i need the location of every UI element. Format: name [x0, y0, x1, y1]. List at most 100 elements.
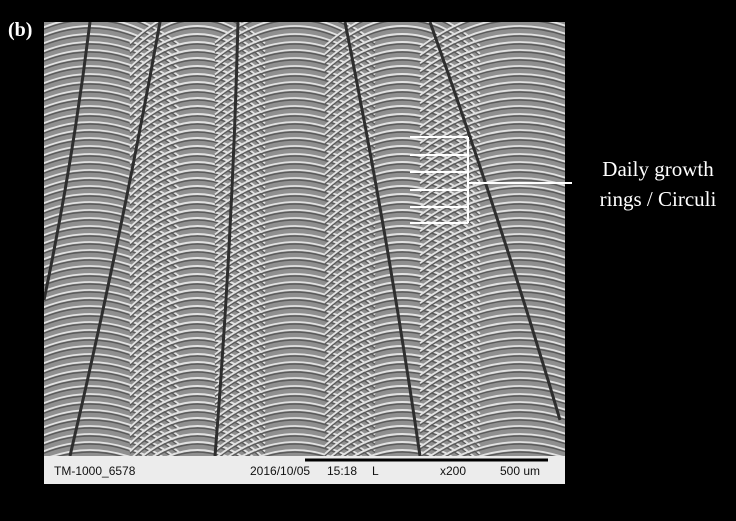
ring: [419, 281, 565, 320]
ring-shadow: [44, 443, 145, 456]
ring-shadow: [129, 195, 266, 230]
radius-crack: [428, 22, 562, 421]
ring-shadow: [419, 251, 565, 290]
ring: [214, 22, 376, 44]
time: 15:18: [327, 464, 357, 478]
ring-shadow: [419, 195, 565, 234]
ring: [419, 337, 565, 376]
ring-shadow: [419, 27, 565, 66]
ring: [214, 201, 376, 236]
ring: [419, 417, 565, 456]
ring-shadow: [419, 147, 565, 186]
ring-shadow: [129, 259, 266, 294]
ring: [166, 449, 229, 456]
ring-shadow: [129, 99, 266, 134]
ring-shadow: [144, 435, 251, 456]
ring: [44, 441, 149, 456]
ring: [477, 449, 563, 456]
ring: [214, 241, 376, 276]
ring-shadow: [129, 291, 266, 326]
ring: [214, 337, 376, 372]
ring-shadow: [129, 171, 266, 206]
ring: [214, 217, 376, 252]
ring: [214, 353, 376, 388]
ring-shadow: [129, 211, 266, 246]
ring-shadow: [419, 267, 565, 306]
ring: [214, 193, 376, 228]
ring-shadow: [419, 187, 565, 226]
ring-shadow: [419, 83, 565, 122]
ring: [419, 73, 565, 112]
radius-crack: [68, 22, 162, 456]
ring: [227, 433, 363, 456]
ring: [50, 449, 130, 456]
radius-crack: [343, 22, 422, 456]
ring: [419, 393, 565, 432]
ring-shadow: [419, 299, 565, 338]
ring: [214, 401, 376, 436]
ring-shadow: [129, 59, 266, 94]
ring-shadow: [129, 179, 266, 214]
ring: [152, 441, 243, 456]
ring: [419, 409, 565, 448]
ring-shadow: [129, 251, 266, 286]
ring: [419, 345, 565, 384]
ring: [419, 65, 565, 104]
ring: [419, 241, 565, 280]
ring: [214, 289, 376, 324]
ring: [419, 321, 565, 360]
ring: [214, 393, 376, 428]
ring: [419, 145, 565, 184]
ring-shadow: [431, 427, 565, 456]
ring-shadow: [419, 283, 565, 322]
ring: [419, 353, 565, 392]
ring-shadow: [419, 155, 565, 194]
ring-shadow: [129, 147, 266, 182]
ring: [214, 249, 376, 284]
ring-shadow: [419, 59, 565, 98]
radius-crack: [213, 22, 240, 456]
ring-shadow: [129, 163, 266, 198]
ring-shadow: [419, 203, 565, 242]
ring-shadow: [420, 419, 565, 456]
ring-shadow: [129, 371, 266, 406]
ring-shadow: [129, 315, 266, 350]
annotation-text: Daily growth: [602, 157, 714, 181]
ring: [214, 305, 376, 340]
ring-shadow: [134, 427, 261, 456]
ring: [419, 97, 565, 136]
ring: [419, 25, 565, 64]
ring: [214, 41, 376, 76]
ring: [214, 225, 376, 260]
ring-shadow: [129, 323, 266, 358]
ring: [214, 185, 376, 220]
ring: [214, 409, 376, 444]
ring-shadow: [129, 131, 266, 166]
ring-shadow: [419, 395, 565, 434]
ring: [214, 417, 376, 452]
ring: [368, 449, 437, 456]
ring-shadow: [129, 115, 266, 150]
ring: [214, 161, 376, 196]
ring: [214, 281, 376, 316]
ring-shadow: [129, 22, 266, 54]
ring-shadow: [129, 331, 266, 366]
ring: [419, 369, 565, 408]
annotation-bracket: [410, 136, 572, 224]
ring-shadow: [374, 451, 431, 456]
scale-label: 500 um: [500, 464, 540, 478]
ring: [352, 441, 453, 456]
ring: [214, 345, 376, 380]
ring-shadow: [129, 283, 266, 318]
ring-shadow: [419, 235, 565, 274]
ring-shadow: [57, 451, 123, 456]
ring-shadow: [129, 51, 266, 86]
ring: [240, 441, 350, 456]
ring: [419, 22, 565, 56]
ring: [214, 33, 376, 68]
ring-shadow: [129, 22, 266, 46]
ring: [216, 425, 374, 456]
ring-shadow: [343, 435, 462, 456]
ring-shadow: [129, 139, 266, 174]
